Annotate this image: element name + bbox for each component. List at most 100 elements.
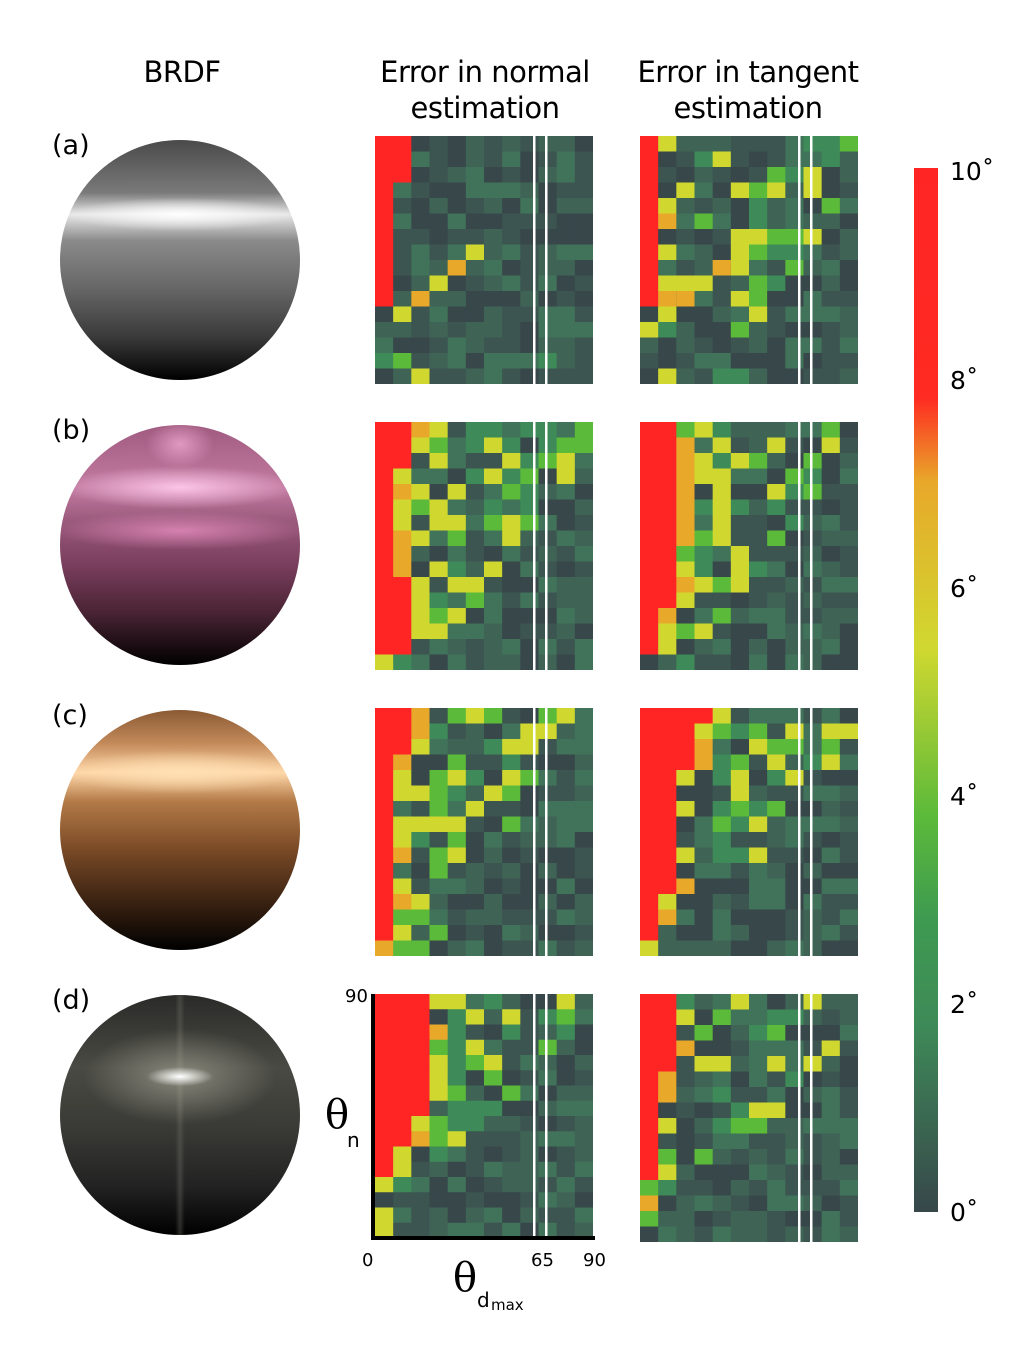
- heatmap-cell: [393, 1116, 412, 1132]
- heatmap-cell: [712, 1102, 732, 1119]
- heatmap-cell: [730, 832, 750, 848]
- heatmap-cell: [393, 608, 412, 624]
- heatmap-cell: [520, 894, 539, 910]
- heatmap-cell: [767, 1009, 786, 1026]
- heatmap-cell: [393, 770, 412, 786]
- heatmap-cell: [502, 182, 521, 199]
- heatmap-cell: [465, 515, 485, 531]
- heatmap-cell: [730, 1118, 750, 1134]
- heatmap-cell: [658, 785, 677, 802]
- heatmap-cell: [694, 1149, 714, 1165]
- heatmap-cell: [767, 832, 786, 848]
- heatmap-cell: [676, 468, 695, 485]
- heatmap-cell: [429, 1009, 449, 1025]
- heatmap-cell: [429, 530, 449, 547]
- heatmap-cell: [447, 499, 467, 516]
- heatmap-cell: [520, 1055, 539, 1071]
- heatmap-cell: [556, 368, 576, 384]
- heatmap-cell: [640, 754, 659, 771]
- heatmap-cell: [556, 1039, 576, 1056]
- heatmap-cell: [574, 468, 593, 485]
- heatmap-cell: [556, 229, 576, 245]
- heatmap-cell: [658, 1180, 677, 1196]
- heatmap-cell: [730, 182, 750, 199]
- heatmap-cell: [538, 1055, 558, 1071]
- heatmap-cell: [803, 275, 823, 292]
- heatmap-cell: [393, 368, 412, 384]
- heatmap-cell: [640, 894, 659, 910]
- heatmap-cell: [375, 1146, 394, 1163]
- heatmap-cell: [556, 136, 576, 152]
- heatmap-cell: [749, 770, 768, 786]
- row-label-b: (b): [52, 415, 91, 446]
- heatmap-cell: [520, 337, 539, 354]
- heatmap-cell: [694, 832, 714, 848]
- heatmap-cell: [411, 754, 430, 771]
- heatmap-cell: [375, 894, 394, 910]
- heatmap-cell: [730, 894, 750, 910]
- heatmap-cell: [447, 453, 467, 469]
- row-label-c: (c): [52, 700, 88, 731]
- heatmap-cell: [574, 847, 593, 864]
- heatmap-cell: [658, 801, 677, 817]
- heatmap-cell: [658, 639, 677, 655]
- heatmap-cell: [556, 561, 576, 578]
- heatmap-cell: [839, 847, 858, 864]
- heatmap-cell: [749, 1025, 768, 1041]
- heatmap-cell: [447, 1116, 467, 1132]
- heatmap-cell: [429, 1055, 449, 1071]
- heatmap-cell: [821, 244, 841, 261]
- heatmap-cell: [640, 925, 659, 941]
- heatmap-cell: [821, 1025, 841, 1041]
- heatmap-cell: [447, 368, 467, 384]
- heatmap-cell: [821, 484, 841, 500]
- heatmap-cell: [749, 275, 768, 292]
- heatmap-cell: [694, 1211, 714, 1227]
- heatmap-cell: [429, 1192, 449, 1208]
- heatmap-cell: [447, 229, 467, 245]
- heatmap-cell: [749, 994, 768, 1010]
- heatmap-cell: [484, 754, 503, 771]
- heatmap-cell: [447, 198, 467, 214]
- heatmap-cell: [502, 437, 521, 454]
- heatmap-cell: [538, 1085, 558, 1102]
- heatmap-cell: [502, 894, 521, 910]
- heatmap-cell: [538, 275, 558, 292]
- heatmap-cell: [465, 1207, 485, 1224]
- heatmap-cell: [640, 832, 659, 848]
- heatmap-cell: [375, 484, 394, 500]
- heatmap-cell: [803, 1009, 823, 1026]
- heatmap-cell: [465, 546, 485, 562]
- heatmap-cell: [538, 136, 558, 152]
- heatmap-cell: [694, 1195, 714, 1212]
- heatmap-cell: [767, 1087, 786, 1103]
- heatmap-cell: [767, 368, 786, 384]
- heatmap-cell: [520, 1177, 539, 1193]
- heatmap-cell: [574, 229, 593, 245]
- heatmap-cell: [658, 654, 677, 670]
- heatmap-cell: [658, 291, 677, 307]
- heatmap-cell: [502, 353, 521, 369]
- heatmap-cell: [676, 639, 695, 655]
- heatmap-cell: [694, 1226, 714, 1242]
- heatmap-cell: [465, 353, 485, 369]
- heatmap-cell: [821, 608, 841, 624]
- heatmap-cell: [429, 577, 449, 593]
- heatmap-cell: [447, 561, 467, 578]
- heatmap-cell: [676, 499, 695, 516]
- heatmap-cell: [375, 468, 394, 485]
- heatmap-cell: [803, 770, 823, 786]
- heatmap-cell: [556, 1131, 576, 1147]
- heatmap-cell: [502, 1039, 521, 1056]
- heatmap-cell: [556, 739, 576, 755]
- heatmap-cell: [749, 368, 768, 384]
- heatmap-cell: [676, 878, 695, 895]
- heatmap-cell: [658, 909, 677, 926]
- heatmap-cell: [375, 832, 394, 848]
- heatmap-cell: [749, 353, 768, 369]
- heatmap-cell: [447, 723, 467, 740]
- heatmap-cell: [556, 1222, 576, 1238]
- heatmap-cell: [821, 739, 841, 755]
- heatmap-cell: [658, 422, 677, 438]
- heatmap-cell: [821, 1071, 841, 1088]
